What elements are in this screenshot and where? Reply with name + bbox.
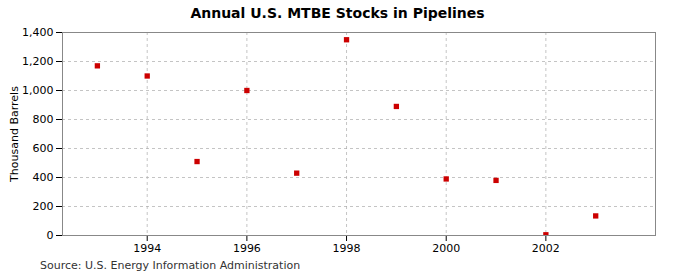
svg-text:1,000: 1,000	[22, 84, 54, 97]
svg-text:1996: 1996	[233, 242, 261, 255]
svg-text:2002: 2002	[532, 242, 560, 255]
svg-text:1,200: 1,200	[22, 55, 54, 68]
svg-text:1998: 1998	[333, 242, 361, 255]
svg-text:2000: 2000	[432, 242, 460, 255]
svg-text:0: 0	[47, 229, 54, 242]
svg-text:400: 400	[33, 171, 54, 184]
svg-text:200: 200	[33, 200, 54, 213]
html-text:Source: U.S. Energy Informatio: Source: U.S. Energy Information Administ…	[40, 259, 301, 272]
svg-text:600: 600	[33, 142, 54, 155]
html-text:Annual U.S. MTBE Stocks in Pip: Annual U.S. MTBE Stocks in Pipelines	[190, 5, 485, 21]
svg-text:800: 800	[33, 113, 54, 126]
svg-text:1994: 1994	[133, 242, 161, 255]
svg-text:Thousand Barrels: Thousand Barrels	[8, 86, 21, 183]
svg-text:1,400: 1,400	[22, 26, 54, 39]
